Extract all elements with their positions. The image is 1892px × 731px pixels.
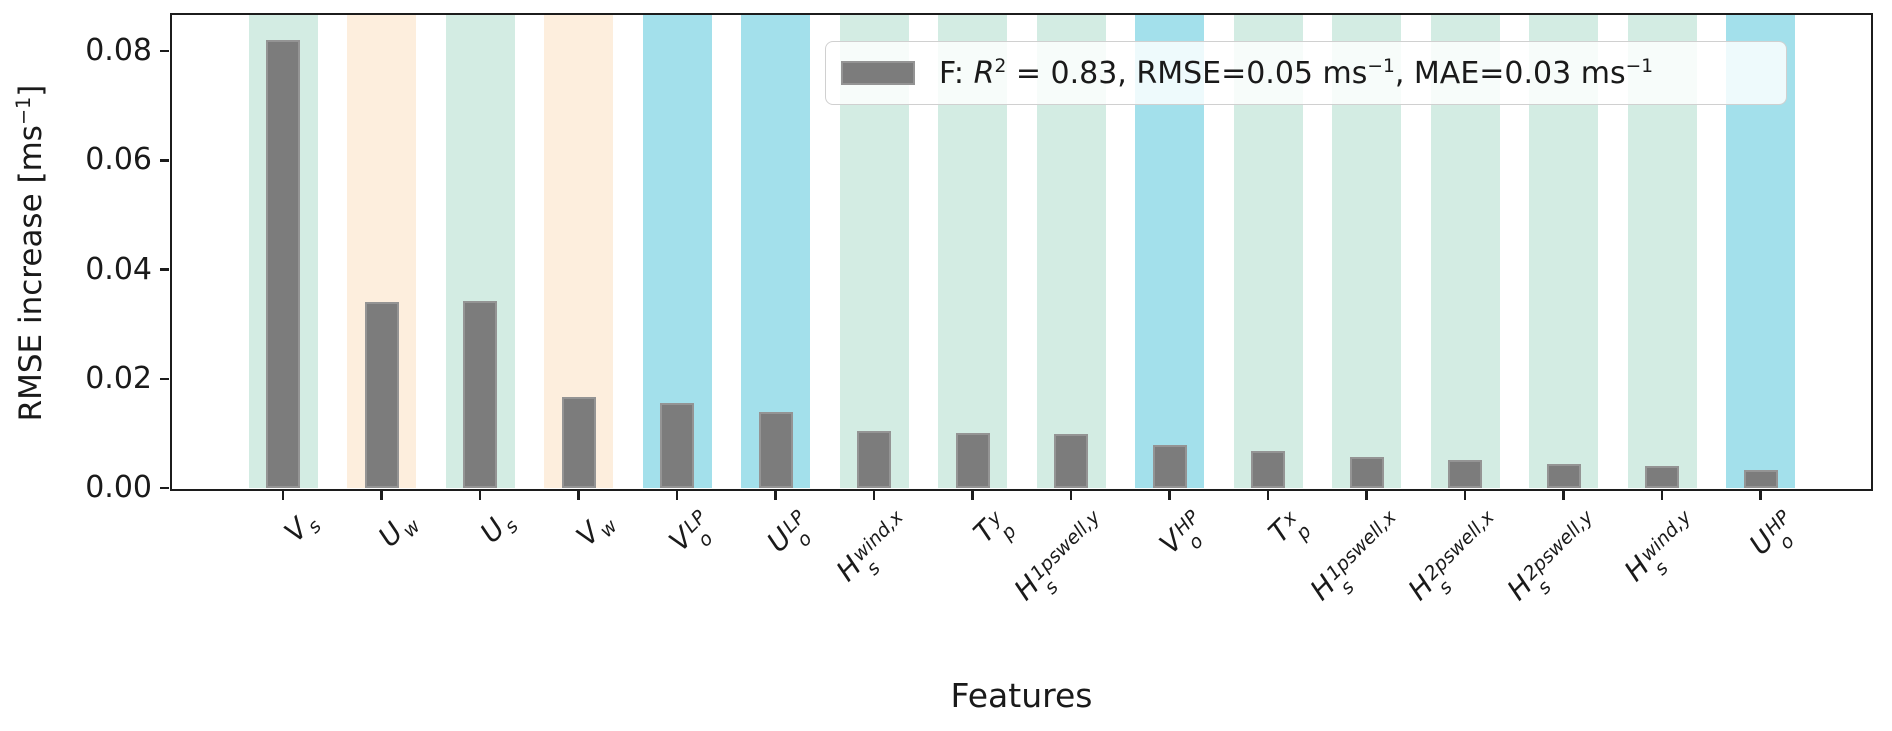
text-fragment: , MAE=0.03 ms bbox=[1394, 55, 1626, 91]
bar bbox=[1152, 444, 1187, 488]
text-fragment: −1 bbox=[12, 96, 36, 126]
y-tick-mark bbox=[160, 159, 169, 162]
x-tick-mark bbox=[971, 490, 974, 500]
y-tick-mark bbox=[160, 49, 169, 53]
bar bbox=[955, 432, 990, 488]
y-tick-label: 0.02 bbox=[85, 360, 152, 396]
text-fragment: ] bbox=[13, 84, 49, 97]
x-tick-mark bbox=[1463, 490, 1467, 500]
text-fragment: 2 bbox=[994, 56, 1007, 78]
bar bbox=[1054, 433, 1088, 488]
legend: F: R2 = 0.83, RMSE=0.05 ms−1, MAE=0.03 m… bbox=[825, 41, 1787, 105]
bar bbox=[1349, 456, 1384, 488]
x-tick-mark bbox=[774, 490, 777, 500]
x-tick-mark bbox=[872, 490, 876, 500]
y-tick-label: 0.08 bbox=[85, 33, 152, 69]
bar bbox=[364, 301, 399, 488]
bar bbox=[758, 412, 793, 488]
bar bbox=[463, 300, 497, 488]
x-tick-mark bbox=[675, 490, 679, 500]
x-tick-mark bbox=[1660, 490, 1664, 500]
bar bbox=[1546, 463, 1581, 488]
text-fragment: F: bbox=[939, 55, 974, 91]
bar bbox=[561, 396, 596, 488]
legend-swatch bbox=[841, 61, 915, 85]
bar bbox=[1251, 450, 1285, 488]
x-tick-mark bbox=[1759, 490, 1762, 500]
y-tick-label: 0.04 bbox=[85, 251, 152, 287]
legend-label: F: R2 = 0.83, RMSE=0.05 ms−1, MAE=0.03 m… bbox=[939, 56, 1653, 91]
x-tick-mark bbox=[281, 490, 285, 500]
x-tick-mark bbox=[1069, 490, 1073, 500]
bar bbox=[1645, 465, 1679, 488]
y-tick-label: 0.06 bbox=[85, 142, 152, 178]
x-tick-mark bbox=[1365, 490, 1368, 500]
x-tick-mark bbox=[1266, 490, 1270, 500]
y-tick-mark bbox=[160, 377, 169, 380]
y-axis-label: RMSE increase [ms−1] bbox=[12, 18, 54, 488]
x-tick-mark bbox=[380, 490, 383, 500]
bar bbox=[266, 40, 300, 488]
bar bbox=[660, 402, 694, 488]
feature-subscript: p bbox=[996, 520, 1021, 545]
y-tick-label: 0.00 bbox=[85, 470, 152, 505]
text-fragment: −1 bbox=[1367, 56, 1395, 78]
text-fragment: R bbox=[973, 55, 995, 91]
x-axis-label: Features bbox=[950, 676, 1093, 715]
x-tick-mark bbox=[577, 490, 580, 500]
text-fragment: −1 bbox=[1625, 56, 1654, 78]
x-tick-mark bbox=[1562, 490, 1565, 500]
x-tick-mark bbox=[1168, 490, 1171, 500]
bar bbox=[1743, 469, 1778, 488]
feature-subscript: p bbox=[1291, 520, 1316, 545]
text-fragment: RMSE increase [ms bbox=[13, 125, 49, 422]
bar bbox=[857, 431, 891, 488]
x-tick-mark bbox=[478, 490, 482, 500]
text-fragment: = 0.83, RMSE=0.05 ms bbox=[1006, 55, 1368, 91]
category-band bbox=[741, 15, 810, 488]
y-tick-mark bbox=[160, 268, 169, 271]
y-tick-mark bbox=[160, 486, 169, 490]
bar bbox=[1448, 460, 1482, 488]
